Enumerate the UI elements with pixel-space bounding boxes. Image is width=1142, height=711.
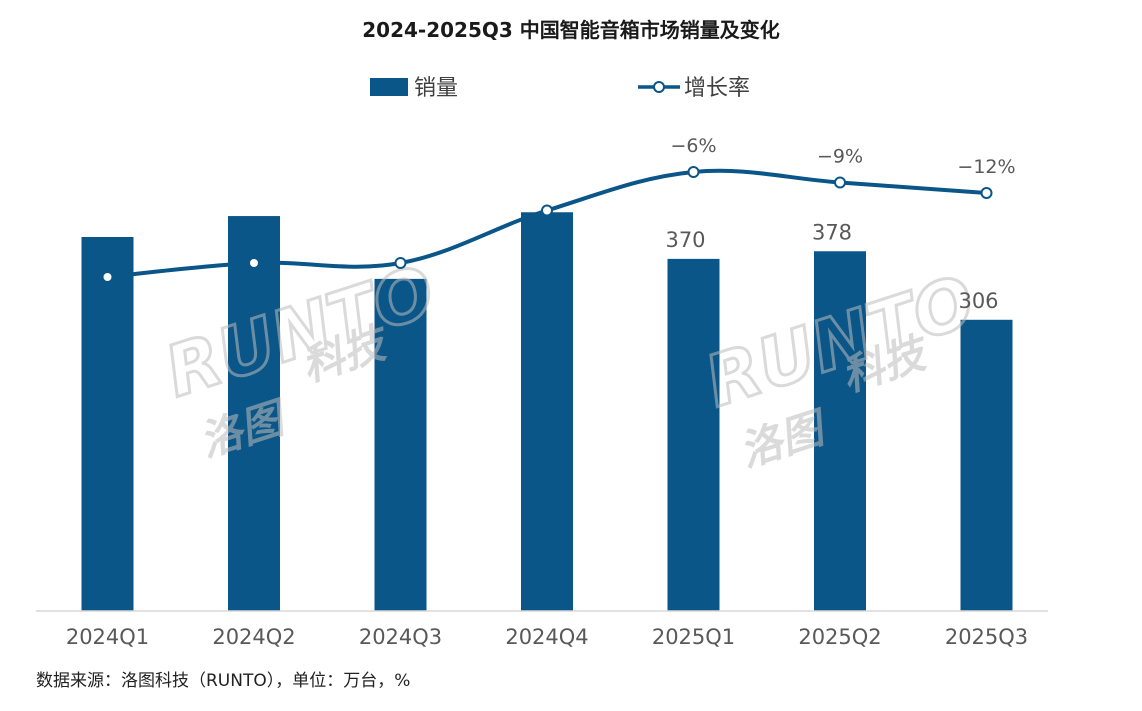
legend-marker-growth <box>653 81 665 93</box>
legend-swatch-sales <box>370 78 408 96</box>
bar-2024q4 <box>521 212 573 612</box>
growth-point-2024q3 <box>394 257 407 269</box>
growth-point-2024q4 <box>541 204 553 217</box>
bar-label-2025q1: 370 <box>665 228 705 252</box>
bar-2024q1 <box>81 236 134 611</box>
chart-title: 2024-2025Q3 中国智能音箱市场销量及变化 <box>362 18 780 42</box>
x-tick-2024q4: 2024Q4 <box>505 625 588 649</box>
growth-point-2025q3 <box>980 187 993 199</box>
growth-point-2024q1 <box>101 271 114 283</box>
growth-label-2025q1: −6% <box>670 135 716 157</box>
growth-point-2025q2 <box>834 176 846 189</box>
bar-2025q1 <box>667 258 720 611</box>
bar-data-labels: 370 378 306 <box>665 220 998 313</box>
bar-2025q2 <box>814 251 866 611</box>
x-tick-2024q1: 2024Q1 <box>66 625 149 649</box>
bar-label-2025q2: 378 <box>812 220 852 244</box>
growth-label-2025q2: −9% <box>817 146 863 168</box>
bar-2024q2 <box>228 216 280 611</box>
bar-2025q3 <box>960 319 1013 611</box>
legend-label-sales: 销量 <box>414 76 458 101</box>
x-tick-2025q1: 2025Q1 <box>652 625 735 649</box>
x-tick-2024q3: 2024Q3 <box>359 625 442 649</box>
bar-label-2025q3: 306 <box>958 289 998 313</box>
growth-label-2025q3: −12% <box>957 156 1015 178</box>
line-data-labels: −6% −9% −12% <box>670 135 1015 178</box>
growth-point-2024q2 <box>248 257 260 269</box>
growth-point-2025q1 <box>687 166 700 178</box>
legend: 销量 增长率 <box>370 76 750 101</box>
bar-series-sales <box>81 212 1013 612</box>
bar-2024q3 <box>374 278 427 611</box>
x-tick-2025q3: 2025Q3 <box>945 625 1028 649</box>
x-tick-2024q2: 2024Q2 <box>212 625 295 649</box>
x-tick-2025q2: 2025Q2 <box>798 625 881 649</box>
x-axis-tick-labels: 2024Q1 2024Q2 2024Q3 2024Q4 2025Q1 2025Q2 2025… <box>66 625 1028 649</box>
source-note: 数据来源：洛图科技（RUNTO），单位：万台，% <box>36 671 411 691</box>
line-series-growth <box>101 166 993 283</box>
legend-label-growth: 增长率 <box>684 76 750 101</box>
